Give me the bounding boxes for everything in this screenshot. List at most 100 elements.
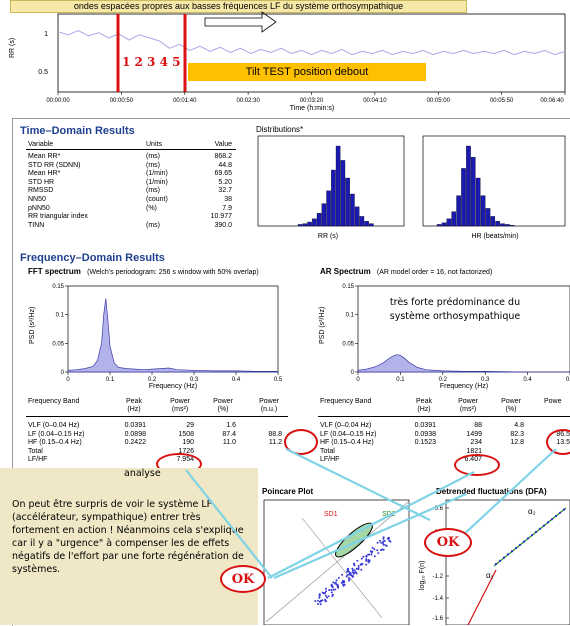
dfa-alpha2: α₂ <box>528 507 536 516</box>
poincare-point <box>323 592 326 595</box>
dfa-point <box>526 537 530 540</box>
dfa-point <box>554 514 558 518</box>
poincare-point <box>325 590 328 593</box>
poincare-point <box>382 543 385 546</box>
ar-ytick-label: 0.1 <box>346 313 355 319</box>
ar_table-cell: 12.8 <box>510 439 524 447</box>
poincare-point <box>351 571 354 574</box>
time-domain-row: TINN (ms) 390.0 <box>26 222 236 230</box>
ar_table-cell: 1499 <box>466 430 482 438</box>
dfa-point <box>538 527 542 530</box>
ar-th-power-ms2: Power (ms²) <box>458 398 478 413</box>
poincare-point <box>353 562 355 565</box>
ar_table-cell: 0.0391 <box>414 422 436 429</box>
rr-xtick-label: 00:03:20 <box>300 98 324 104</box>
td-value: 44.8 <box>218 161 232 169</box>
td-value: 5.20 <box>218 178 232 186</box>
histogram-bar <box>307 221 312 227</box>
td-value: 38 <box>224 196 232 203</box>
td-variable: RR triangular index <box>28 213 88 221</box>
ar-note-text: très forte prédominance du système ortho… <box>389 297 521 322</box>
fft-ytick-label: 0.15 <box>52 284 64 290</box>
ar-title-row: AR Spectrum (AR model order = 16, not fa… <box>320 267 492 276</box>
ar-xtick-label: 0.3 <box>481 377 490 383</box>
poincare-point <box>382 548 385 551</box>
fft-xtick-label: 0.3 <box>190 377 199 383</box>
analysis-label: analyse <box>124 468 161 479</box>
time-domain-table: Variable Units Value Mean RR* (ms) 868.2 ST… <box>26 141 238 241</box>
ar-xtick-label: 0.4 <box>523 377 532 383</box>
rr-ytick-1: 1 <box>44 31 48 38</box>
time-domain-row: NN50 (count) 38 <box>26 196 236 204</box>
time-domain-row: STD RR (SDNN) (ms) 44.8 <box>26 162 236 170</box>
poincare-plot: SD1 SD2 <box>263 499 410 625</box>
histogram-bar <box>340 160 346 227</box>
poincare-point <box>361 563 364 566</box>
poincare-point <box>355 567 358 570</box>
poincare-point <box>324 598 326 601</box>
dfa-ylabel: log₁₀ F(n) <box>419 561 426 590</box>
fft-xtick-label: 0.4 <box>232 377 241 383</box>
distributions-title: Distributions* <box>256 125 304 134</box>
td-variable: STD RR (SDNN) <box>28 161 81 169</box>
poincare-point <box>324 594 327 597</box>
histogram-bar <box>321 203 327 227</box>
poincare-point <box>362 555 365 558</box>
rr-xtick-label: 00:05:00 <box>427 98 451 104</box>
fft-th-power-nu: Power (n.u.) <box>259 398 279 413</box>
poincare-point <box>332 588 335 591</box>
dfa-point <box>534 530 538 534</box>
fft-ytick-label: 0.1 <box>56 313 65 319</box>
th-variable: Variable <box>28 141 54 148</box>
time-domain-row: RR triangular index 10.977 <box>26 213 236 221</box>
histogram-bar <box>316 213 322 227</box>
hr-hist-xlabel: HR (beats/min) <box>471 233 518 240</box>
dfa-point <box>510 550 514 553</box>
poincare-point <box>353 569 356 572</box>
poincare-point <box>326 596 328 599</box>
top-banner-text: ondes espacées propres aux basses fréque… <box>73 1 404 11</box>
poincare-point <box>356 559 359 562</box>
td-units: (count) <box>146 196 168 203</box>
dfa-point <box>522 540 526 543</box>
fft_table-cell: 190 <box>182 439 194 447</box>
fft_table-cell: 1508 <box>178 430 194 438</box>
tilt-test-text: Tilt TEST position debout <box>245 66 369 78</box>
ar_table-cell: 1821 <box>466 447 482 455</box>
td-value: 868.2 <box>214 153 232 160</box>
td-variable: RMSSD <box>28 187 54 195</box>
poincare-point <box>376 541 379 544</box>
ar-xtick-label: 0 <box>356 377 360 383</box>
fft-ylabel: PSD (s²/Hz) <box>29 307 36 344</box>
ar-ytick-label: 0.15 <box>342 284 354 290</box>
fft-title: FFT spectrum <box>28 267 81 276</box>
histogram-bar <box>441 222 447 227</box>
histogram-bar <box>345 177 350 227</box>
ar_table-cell: LF/HF <box>320 456 340 464</box>
fft_table-row: VLF (0–0.04 Hz) 0.0391 29 1.6 <box>26 422 286 430</box>
ar-ytick-label: 0.05 <box>342 341 354 347</box>
ar-title: AR Spectrum <box>320 267 371 276</box>
poincare-point <box>318 600 321 603</box>
fft-lf-nu-highlight <box>284 429 318 455</box>
dfa-title: Detrended fluctuations (DFA) <box>436 487 547 496</box>
poincare-point <box>371 546 374 549</box>
fft_table-row: HF (0.15–0.4 Hz) 0.2422 190 11.0 11.2 <box>26 439 286 447</box>
histogram-bar <box>490 216 496 227</box>
poincare-point <box>355 572 358 575</box>
poincare-point <box>382 537 385 540</box>
poincare-point <box>365 563 368 566</box>
poincare-point <box>342 583 344 586</box>
fft-xtick-label: 0.1 <box>106 377 115 383</box>
poincare-point <box>349 571 352 574</box>
dfa-point <box>514 546 518 550</box>
histogram-bar <box>451 211 457 227</box>
td-variable: Mean RR* <box>28 153 61 160</box>
dfa-point <box>550 518 554 521</box>
ar_table-cell: 234 <box>470 439 482 447</box>
ar_table-cell: Total <box>320 447 335 455</box>
fft_table-cell: 1.6 <box>226 422 236 429</box>
dfa-point <box>558 511 562 514</box>
td-units: (1/min) <box>146 178 168 186</box>
time-domain-title: Time–Domain Results <box>20 125 135 137</box>
